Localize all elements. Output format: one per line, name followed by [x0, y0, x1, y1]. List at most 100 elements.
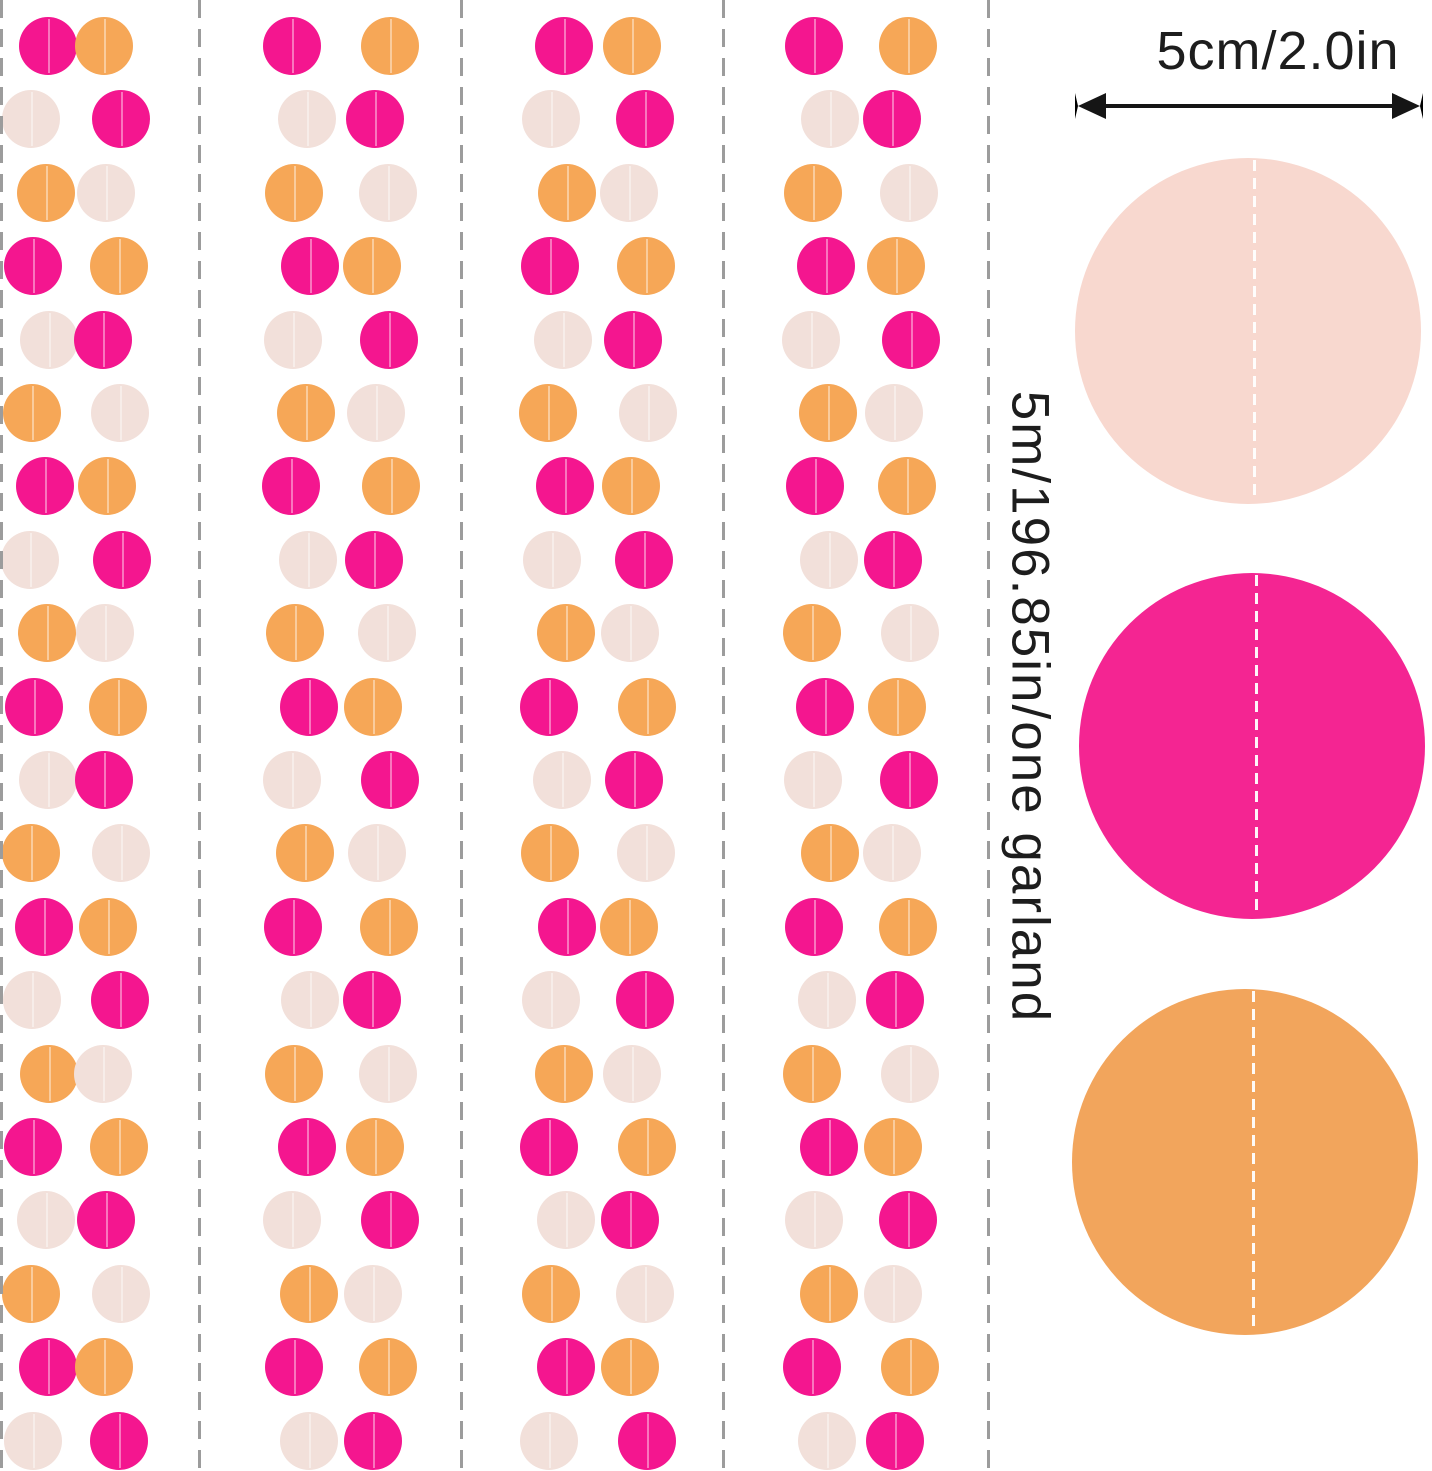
dot-seam-line: [120, 386, 122, 440]
garland-dot-orange: [879, 897, 937, 956]
garland-dot-cream: [74, 1044, 132, 1103]
dot-seam-line: [104, 1340, 106, 1395]
garland-dot-cream: [603, 1044, 661, 1103]
garland-dot-cream: [344, 1264, 402, 1323]
dot-seam-line: [373, 679, 375, 734]
dot-seam-line: [812, 606, 814, 661]
dot-seam-line: [294, 165, 296, 220]
dot-seam-line: [30, 532, 32, 587]
dot-seam-line: [812, 1046, 814, 1101]
garland-dot-pink: [786, 457, 844, 516]
dot-seam-line: [107, 459, 109, 514]
dot-seam-line: [827, 973, 829, 1028]
dot-seam-line: [826, 239, 828, 294]
garland-dot-pink: [538, 897, 596, 956]
garland-dot-pink: [880, 751, 938, 809]
dot-seam-line: [812, 1340, 814, 1395]
dot-seam-line: [893, 1266, 895, 1321]
garland-dot-orange: [881, 1338, 939, 1397]
garland-dot-cream: [880, 163, 938, 222]
garland-dot-pink: [536, 457, 594, 516]
dot-seam-line: [909, 165, 911, 220]
garland-dot-pink: [615, 530, 673, 589]
garland-dot-cream: [92, 824, 150, 883]
garland-dot-orange: [18, 604, 76, 663]
garland-dot-orange: [783, 604, 841, 663]
dot-seam-line: [647, 679, 649, 734]
garland-dot-cream: [798, 1411, 856, 1470]
garland-dot-orange: [521, 824, 579, 883]
garland-dot-pink: [91, 971, 149, 1030]
garland-dot-orange: [602, 457, 660, 516]
garland-dot-cream: [281, 971, 339, 1030]
garland-dot-orange: [879, 17, 937, 75]
dot-seam-line: [551, 973, 553, 1028]
dot-seam-line: [372, 973, 374, 1028]
garland-dot-cream: [798, 971, 856, 1030]
garland-dot-pink: [797, 237, 855, 296]
garland-dot-cream: [17, 1191, 75, 1250]
garland-dot-pink: [262, 457, 320, 516]
garland-dot-orange: [600, 897, 658, 956]
dot-seam-line: [372, 239, 374, 294]
garland-dot-orange: [2, 1264, 60, 1323]
dot-seam-line: [814, 899, 816, 954]
garland-dot-orange: [519, 384, 577, 442]
garland-dot-cream: [264, 310, 322, 369]
dot-seam-line: [562, 753, 564, 807]
garland-dot-pink: [535, 17, 593, 75]
dot-seam-line: [893, 532, 895, 587]
dot-seam-line: [630, 1340, 632, 1395]
dot-seam-line: [308, 532, 310, 587]
dot-seam-line: [825, 679, 827, 734]
garland-dot-pink: [866, 971, 924, 1030]
garland-dot-cream: [601, 604, 659, 663]
dot-seam-line: [292, 19, 294, 73]
arrow-right-head-icon: [1392, 93, 1423, 119]
dot-seam-line: [106, 165, 108, 220]
divider-dashed-line: [0, 0, 3, 1471]
dot-seam-line: [49, 1046, 51, 1101]
garland-dot-pink: [92, 90, 150, 149]
divider-dashed-line: [987, 0, 990, 1471]
garland-dot-cream: [279, 530, 337, 589]
dot-seam-line: [829, 532, 831, 587]
dot-seam-line: [374, 532, 376, 587]
dot-seam-line: [46, 165, 48, 220]
dot-seam-line: [630, 606, 632, 661]
garland-dot-orange: [78, 457, 136, 516]
dot-seam-line: [644, 532, 646, 587]
garland-dot-pink: [785, 897, 843, 956]
garland-dot-orange: [361, 17, 419, 75]
dot-seam-line: [815, 459, 817, 514]
garland-dot-orange: [783, 1044, 841, 1103]
garland-dot-orange: [343, 237, 401, 296]
garland-dot-pink: [281, 237, 339, 296]
dot-seam-line: [34, 679, 36, 734]
dot-seam-line: [119, 239, 121, 294]
garland-dot-orange: [867, 237, 925, 296]
dot-seam-line: [566, 1193, 568, 1248]
dot-seam-line: [310, 239, 312, 294]
garland-dot-pink: [361, 751, 419, 809]
garland-dot-pink: [866, 1411, 924, 1470]
garland-dot-pink: [601, 1191, 659, 1250]
dot-seam-line: [31, 1266, 33, 1321]
garland-dot-pink: [90, 1411, 148, 1470]
garland-dot-cream: [520, 1411, 578, 1470]
dot-seam-line: [310, 973, 312, 1028]
garland-dot-orange: [17, 163, 75, 222]
dot-seam-line: [830, 826, 832, 881]
dot-seam-line: [811, 312, 813, 367]
garland-dot-pink: [15, 897, 73, 956]
dot-seam-line: [565, 459, 567, 514]
dot-seam-line: [908, 1193, 910, 1248]
garland-dot-cream: [20, 310, 78, 369]
dot-seam-line: [632, 1046, 634, 1101]
dot-seam-line: [629, 899, 631, 954]
garland-dot-orange: [2, 824, 60, 883]
garland-dot-orange: [89, 677, 147, 736]
garland-dot-orange: [603, 17, 661, 75]
stitch-seam-line: [1253, 160, 1256, 502]
